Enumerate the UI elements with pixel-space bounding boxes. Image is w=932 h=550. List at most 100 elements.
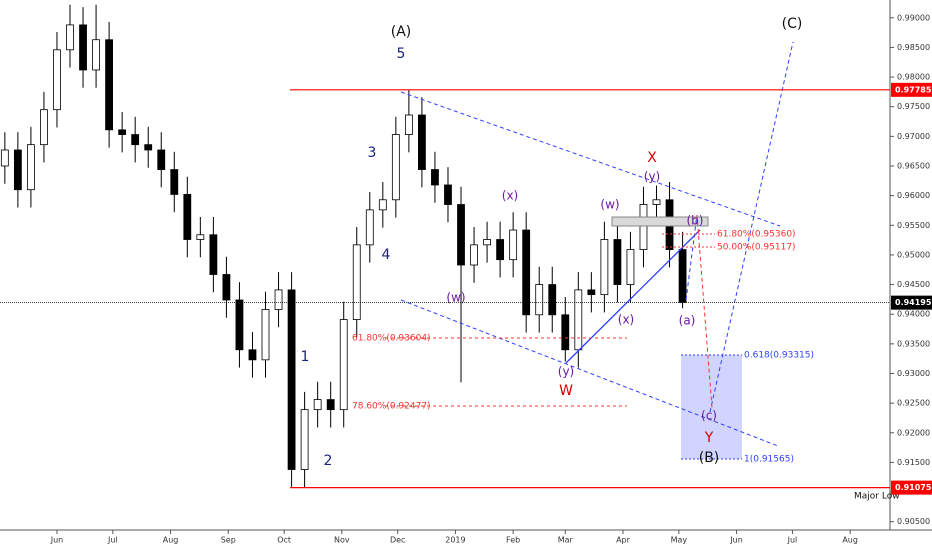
- trend-line: [400, 299, 779, 447]
- x-tick-label: Jun: [50, 536, 64, 545]
- wave-label: 2: [324, 453, 333, 469]
- candle-body: [131, 134, 140, 146]
- y-tick-label: 0.95000: [897, 250, 930, 259]
- y-tick-label: 0.93000: [897, 369, 930, 378]
- wave-label: (C): [782, 16, 803, 32]
- candle-body: [626, 249, 635, 285]
- wave-label: 3: [368, 145, 377, 161]
- candle-body: [483, 239, 491, 246]
- candle-body: [678, 249, 687, 303]
- x-tick-label: Mar: [558, 536, 574, 545]
- y-tick-label: 0.94500: [897, 280, 930, 289]
- candle-body: [287, 289, 296, 470]
- wave-label: X: [647, 150, 657, 166]
- price-label-box: [891, 480, 932, 495]
- resistance-zone: [611, 216, 709, 227]
- candle-body: [92, 39, 100, 71]
- x-tick-label: Aug: [842, 536, 858, 545]
- wave-label: W: [559, 383, 573, 399]
- candle-body: [365, 209, 374, 246]
- wave-label: (B): [699, 450, 720, 466]
- y-tick-label: 0.98500: [897, 43, 930, 52]
- trend-line: [400, 91, 781, 227]
- candle-body: [574, 289, 583, 351]
- y-tick-label: 0.94000: [897, 310, 930, 319]
- candle-body: [235, 299, 244, 351]
- x-tick-label: Jul: [787, 536, 798, 545]
- y-tick-label: 0.97000: [897, 132, 930, 141]
- price-label: 0.97785: [895, 85, 932, 94]
- candle-body: [639, 204, 648, 250]
- fib-label: 61.80%(0.93604): [352, 334, 431, 344]
- wave-label: 4: [382, 247, 391, 263]
- x-tick-label: Oct: [277, 536, 291, 545]
- candle-body: [391, 134, 400, 201]
- wave-label: 5: [397, 46, 406, 62]
- candle-body: [40, 109, 48, 146]
- fib-label: 61.80%(0.95360): [717, 230, 796, 240]
- candle-body: [66, 24, 74, 51]
- wave-label: 1: [301, 349, 310, 365]
- x-tick-label: Dec: [390, 536, 405, 545]
- candle-body: [444, 184, 452, 205]
- candle-body: [13, 149, 22, 191]
- candle-body: [587, 289, 596, 296]
- price-label: 0.91075: [895, 483, 932, 492]
- x-tick-label: Nov: [334, 536, 350, 545]
- drawings: [385, 41, 794, 460]
- y-tick-label: 0.98000: [897, 73, 930, 82]
- wave-label: (A): [391, 24, 412, 40]
- candle-body: [170, 169, 179, 195]
- candle-body: [561, 314, 570, 351]
- x-tick-label: Aug: [163, 536, 179, 545]
- projection-line: [696, 214, 713, 409]
- candle-body: [196, 234, 205, 240]
- candle-body: [0, 149, 9, 167]
- wave-label: (a): [679, 314, 696, 328]
- y-tick-label: 0.91500: [897, 458, 930, 467]
- y-tick-label: 0.92500: [897, 399, 930, 408]
- x-tick-label: Apr: [616, 536, 631, 545]
- projection-line: [709, 41, 794, 413]
- annotations: (A) 5 3 4 1 2 (C) X (y) (w) (x) (b) (w) …: [301, 16, 900, 502]
- x-tick-label: May: [671, 536, 688, 545]
- y-tick-label: 0.95500: [897, 221, 930, 230]
- candle-body: [613, 239, 622, 285]
- y-tick-label: 0.96000: [897, 191, 930, 200]
- fib-label: 78.60%(0.92477): [352, 402, 431, 412]
- x-tick-label: Jun: [729, 536, 743, 545]
- x-tick-label: Feb: [506, 536, 520, 545]
- price-label-box: [891, 82, 932, 97]
- wave-label: (b): [687, 214, 704, 228]
- candle-body: [144, 144, 153, 151]
- candle-body: [535, 284, 544, 316]
- y-tick-label: 0.96500: [897, 161, 930, 170]
- wave-label: (c): [701, 409, 717, 423]
- candle-body: [313, 399, 322, 411]
- candle-body: [470, 244, 478, 266]
- candle-body: [300, 409, 309, 470]
- wave-label: (x): [618, 313, 634, 327]
- candle-body: [53, 49, 61, 111]
- candle-body: [418, 114, 426, 170]
- candle-body: [261, 309, 270, 361]
- candle-body: [431, 169, 439, 186]
- x-tick-label: Jul: [107, 536, 118, 545]
- candle-body: [209, 234, 218, 275]
- wave-label: (w): [600, 198, 619, 212]
- y-tick-label: 0.90500: [897, 517, 930, 526]
- wave-label: Y: [704, 430, 714, 446]
- y-tick-label: 0.93500: [897, 339, 930, 348]
- x-tick-label: 2019: [445, 536, 465, 545]
- fib-label: 50.00%(0.95117): [717, 243, 796, 253]
- price-label: 0.94195: [895, 298, 932, 307]
- trend-line: [565, 229, 701, 364]
- projection-line: [685, 214, 698, 301]
- candle-body: [79, 24, 87, 71]
- candle-body: [457, 204, 465, 266]
- candle-body: [118, 129, 127, 135]
- candle-body: [352, 244, 361, 320]
- price-label-box: [891, 295, 932, 310]
